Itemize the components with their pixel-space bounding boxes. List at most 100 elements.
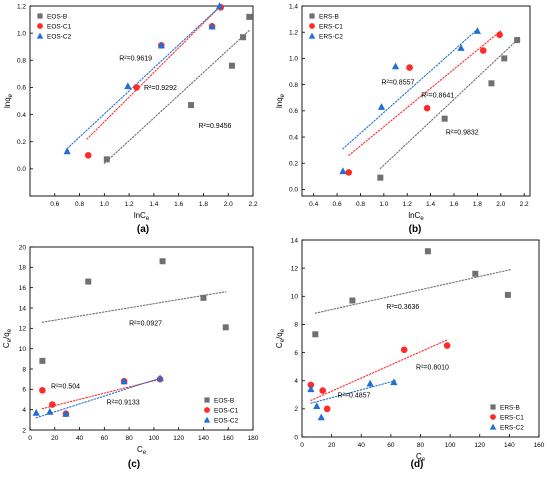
legend-marker xyxy=(204,407,210,413)
y-tick-label: 0.8 xyxy=(289,82,298,89)
y-tick-label: 1.0 xyxy=(289,56,298,63)
x-tick-label: 2.2 xyxy=(248,201,257,208)
data-point xyxy=(390,378,398,386)
data-point xyxy=(63,147,71,155)
x-tick-label: 40 xyxy=(76,435,84,442)
x-axis-label: Ce xyxy=(416,452,426,463)
x-axis-label: lnCe xyxy=(408,211,424,222)
y-axis-label: lnqe xyxy=(275,93,286,108)
y-tick-label: 0.0 xyxy=(17,166,26,173)
fit-line xyxy=(379,39,518,170)
x-tick-label: 120 xyxy=(474,442,485,449)
data-point xyxy=(39,387,46,394)
x-tick-label: 0.6 xyxy=(50,201,59,208)
legend: ERS-B ERS-C1 ERS-C2 xyxy=(308,13,343,40)
legend-label: ERS-C2 xyxy=(319,33,343,40)
x-tick-label: 100 xyxy=(148,435,159,442)
data-point xyxy=(200,294,207,301)
y-tick-label: 0 xyxy=(294,434,298,441)
x-tick-label: 2.2 xyxy=(520,201,529,208)
x-tick-label: 40 xyxy=(358,442,366,449)
legend-label: EOS-B xyxy=(214,397,234,404)
r-squared-label: R²=0.4857 xyxy=(338,393,371,400)
chart-panel-4: 0 20 40 60 80 100 120 140 160 0 2 4 6 8 10 12 14 Ce Ce/qe R… xyxy=(275,237,545,470)
data-point xyxy=(307,381,315,389)
x-tick-label: 20 xyxy=(51,435,59,442)
y-tick-label: 10 xyxy=(291,294,299,301)
legend-label: ERS-B xyxy=(500,404,520,411)
y-tick-label: 0.4 xyxy=(17,112,26,119)
data-point xyxy=(215,2,224,10)
y-tick-label: 1.4 xyxy=(289,3,298,10)
data-point xyxy=(406,64,413,71)
data-point xyxy=(208,22,216,30)
data-point xyxy=(366,379,374,387)
y-tick-label: 16 xyxy=(19,285,27,292)
y-tick-label: 6 xyxy=(22,387,26,394)
x-tick-label: 1.2 xyxy=(125,201,134,208)
x-tick-label: 180 xyxy=(248,435,259,442)
r-squared-label: R²=0.9456 xyxy=(198,123,231,130)
y-tick-label: 8 xyxy=(22,366,26,373)
data-point xyxy=(319,387,327,394)
r-squared-label: R²=0.504 xyxy=(51,383,80,390)
fit-line xyxy=(310,339,448,401)
r-squared-label: R²=0.8641 xyxy=(421,93,454,100)
fit-line xyxy=(314,268,512,314)
r-squared-label: R²=0.0927 xyxy=(129,320,162,327)
data-point xyxy=(473,27,481,34)
data-point xyxy=(441,115,448,122)
panel-caption: (d) xyxy=(411,459,424,470)
data-point xyxy=(339,167,347,175)
y-tick-label: 1.0 xyxy=(17,30,26,37)
x-tick-label: 1.4 xyxy=(149,201,158,208)
chart-panel-1: 0.6 0.8 1.0 1.2 1.4 1.6 1.8 2.0 2.2 0.0 0.2 0.4 0.6 0… xyxy=(3,2,258,235)
x-tick-label: 80 xyxy=(417,442,425,449)
x-tick-label: 20 xyxy=(328,442,336,449)
y-tick-label: 4 xyxy=(294,378,298,385)
x-axis-label: lnCe xyxy=(134,211,150,222)
y-tick-label: 2 xyxy=(294,406,298,413)
legend-marker xyxy=(309,13,315,19)
data-point xyxy=(307,385,315,393)
data-point xyxy=(246,13,253,20)
x-tick-label: 2.0 xyxy=(224,201,233,208)
data-point xyxy=(84,151,92,159)
x-tick-label: 140 xyxy=(504,442,515,449)
data-point xyxy=(188,102,195,109)
data-point xyxy=(133,84,140,91)
data-point xyxy=(49,401,56,408)
chart-panel-3: 0 20 40 60 80 100 120 140 160 180 2 4 6 8 10 12 14 16 18 20… xyxy=(2,244,259,470)
x-tick-label: 1.2 xyxy=(403,201,412,208)
data-point xyxy=(313,402,321,410)
data-point xyxy=(222,324,229,331)
x-tick-label: 1.6 xyxy=(449,201,458,208)
y-tick-label: 0.2 xyxy=(17,139,26,146)
data-point xyxy=(62,409,70,417)
legend-marker xyxy=(308,32,316,39)
data-point xyxy=(457,44,465,51)
data-point xyxy=(157,41,165,49)
x-tick-label: 0.8 xyxy=(356,201,365,208)
legend-label: ERS-C1 xyxy=(500,414,524,421)
x-tick-label: 160 xyxy=(223,435,234,442)
fit-line xyxy=(103,29,250,164)
r-squared-label: R²=0.8557 xyxy=(382,80,415,87)
x-tick-label: 0 xyxy=(300,442,304,449)
legend-label: EOS-C1 xyxy=(214,407,239,414)
data-point xyxy=(323,405,331,413)
data-point xyxy=(120,377,128,385)
legend-label: EOS-C2 xyxy=(47,33,72,40)
y-tick-label: 20 xyxy=(19,244,27,251)
data-point xyxy=(103,156,110,163)
panel-caption: (c) xyxy=(128,459,140,470)
chart-panel-2: 0.4 0.6 0.8 1.0 1.2 1.4 1.6 1.8 2.0 2.2 0.0 0.2 0.4 0… xyxy=(275,3,531,235)
x-tick-label: 120 xyxy=(173,435,184,442)
x-tick-label: 60 xyxy=(101,435,109,442)
x-tick-label: 60 xyxy=(387,442,395,449)
y-tick-label: 12 xyxy=(291,265,299,272)
r-squared-label: R²=0.3636 xyxy=(386,304,419,311)
data-point xyxy=(156,374,164,382)
y-tick-label: 0.2 xyxy=(289,161,298,168)
data-point xyxy=(501,55,508,62)
